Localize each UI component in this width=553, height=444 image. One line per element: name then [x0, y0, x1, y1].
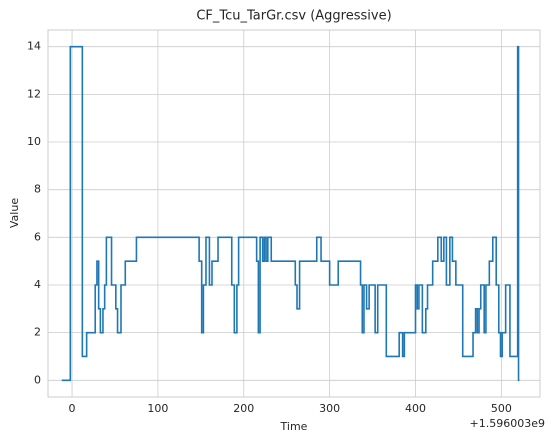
y-tick-label: 6: [34, 230, 41, 243]
y-tick-label: 4: [34, 278, 41, 291]
plot-frame: [47, 29, 541, 398]
data-line: [61, 45, 520, 382]
y-tick-label: 2: [34, 326, 41, 339]
y-tick-label: 10: [27, 135, 41, 148]
y-tick-label: 14: [27, 40, 41, 53]
y-tick-label: 12: [27, 87, 41, 100]
x-tick-label: 200: [233, 402, 254, 415]
y-tick-label: 8: [34, 183, 41, 196]
chart-title: CF_Tcu_TarGr.csv (Aggressive): [196, 9, 391, 24]
y-axis-label: Value: [8, 198, 21, 228]
x-tick-label: 500: [491, 402, 512, 415]
x-offset-label: +1.596003e9: [470, 417, 545, 430]
x-tick-label: 400: [405, 402, 426, 415]
y-tick-label: 0: [34, 373, 41, 386]
x-tick-label: 0: [69, 402, 76, 415]
x-axis-label: Time: [280, 420, 308, 433]
x-tick-label: 300: [319, 402, 340, 415]
x-tick-label: 100: [147, 402, 168, 415]
